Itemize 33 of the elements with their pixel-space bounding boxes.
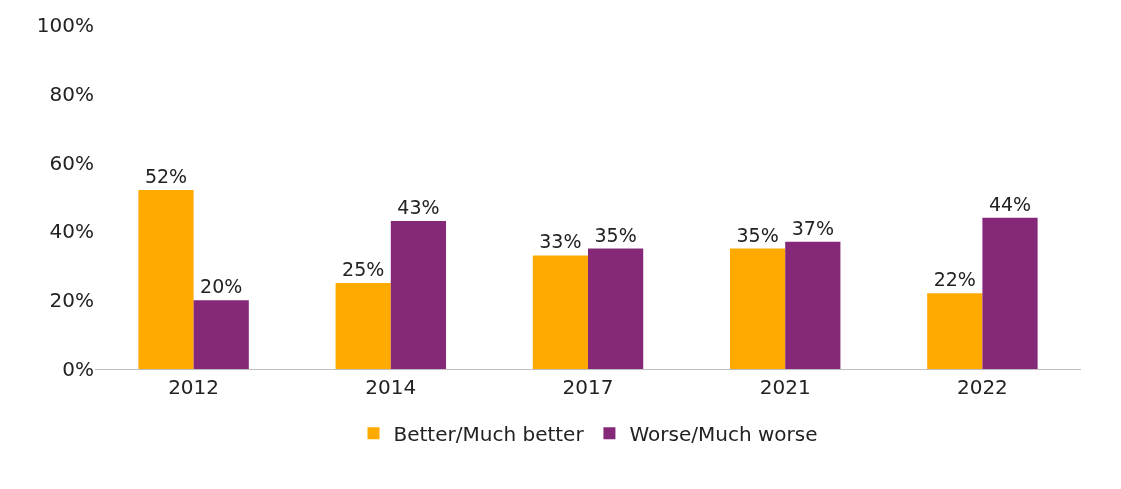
data-label: 52% (144, 165, 188, 188)
bar (927, 293, 983, 369)
x-tick-label: 2022 (956, 375, 1008, 399)
x-tick-label: 2021 (759, 375, 811, 399)
bar (982, 217, 1038, 369)
y-tick-label: 100% (36, 13, 94, 37)
x-tick-label: 2017 (562, 375, 614, 399)
bar (729, 248, 786, 369)
y-tick-label: 60% (49, 150, 94, 175)
data-label: 35% (594, 223, 637, 246)
bar (785, 241, 841, 369)
legend-label: Worse/Much worse (629, 422, 818, 447)
data-label: 20% (200, 275, 243, 298)
x-tick-label: 2014 (365, 375, 417, 399)
bar (588, 248, 644, 369)
data-label: 44% (988, 192, 1032, 215)
bar (138, 190, 194, 369)
data-label: 22% (933, 268, 976, 291)
bar (335, 283, 391, 369)
data-label: 43% (397, 196, 440, 219)
y-tick-label: 20% (49, 288, 94, 313)
x-tick-label: 2012 (168, 375, 220, 399)
legend-label: Better/Much better (393, 422, 585, 447)
data-label: 35% (736, 223, 779, 246)
bar (390, 221, 447, 369)
bar (532, 255, 588, 369)
data-label: 37% (791, 216, 834, 239)
data-label: 25% (342, 258, 385, 280)
y-tick-label: 40% (49, 219, 94, 244)
y-tick-label: 0% (62, 357, 94, 381)
bar (193, 300, 249, 369)
data-label: 33% (539, 230, 582, 253)
y-tick-label: 80% (49, 81, 94, 106)
